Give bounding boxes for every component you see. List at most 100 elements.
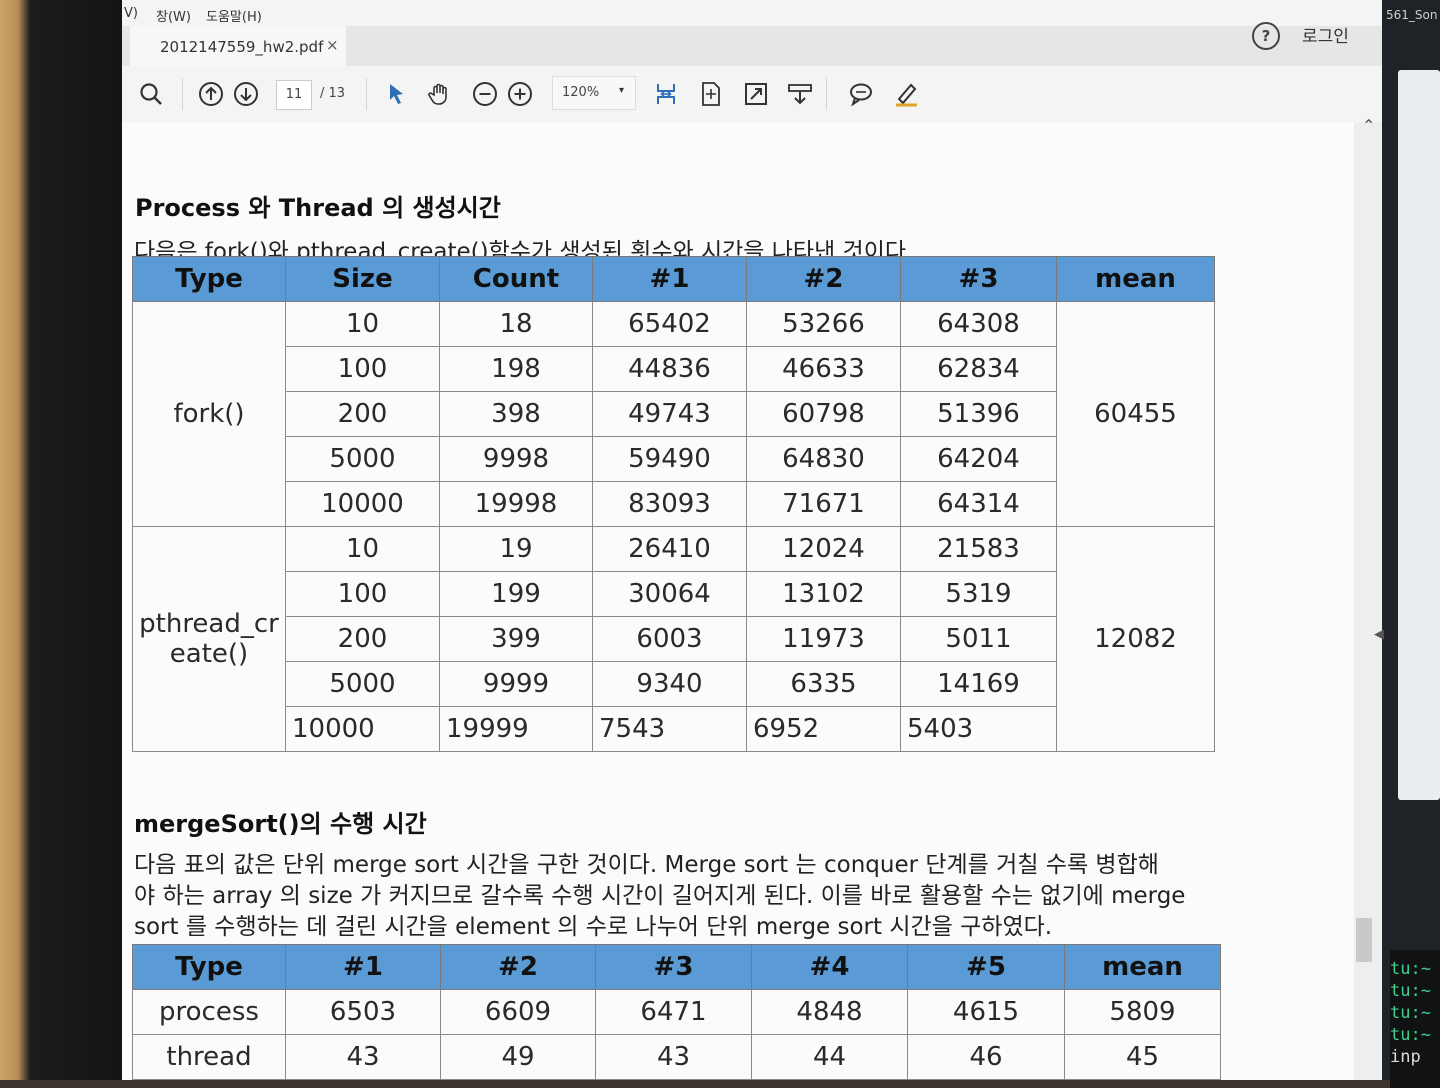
download-icon[interactable] (786, 80, 814, 108)
toolbar-divider (366, 78, 367, 110)
zoom-in-icon[interactable] (506, 80, 534, 108)
chevron-down-icon: ▾ (619, 85, 625, 96)
table-cell: 64308 (900, 301, 1057, 347)
right-side-window: 561_Son tu:~ tu:~ tu:~ tu:~ inp (1382, 0, 1440, 1088)
tab-document[interactable]: 2012147559_hw2.pdf × (130, 26, 346, 66)
table-cell: 46 (907, 1034, 1065, 1080)
menu-view[interactable]: V) (124, 6, 138, 21)
table-cell: 4615 (907, 989, 1065, 1035)
hand-tool-icon[interactable] (426, 80, 454, 108)
pdf-page: Process 와 Thread 의 생성시간 다음은 fork()와 pthr… (122, 122, 1354, 1080)
table-cell: 43 (285, 1034, 441, 1080)
table-row: 10000 19998 83093 71671 64314 (133, 481, 1215, 527)
table-cell: 65402 (592, 301, 747, 347)
tab-filename: 2012147559_hw2.pdf (160, 38, 324, 56)
header-mean: mean (1064, 944, 1221, 990)
toolbar: 11 / 13 120% ▾ (122, 66, 1382, 123)
header-run2: #2 (746, 256, 901, 302)
paragraph-line: 다음 표의 값은 단위 merge sort 시간을 구한 것이다. Merge… (134, 852, 1159, 878)
table-cell: 199 (439, 571, 593, 617)
section-heading-creation-time: Process 와 Thread 의 생성시간 (135, 194, 501, 222)
table-cell: 198 (439, 346, 593, 392)
section-heading-mergesort: mergeSort()의 수행 시간 (134, 810, 427, 838)
zoom-value: 120% (562, 85, 600, 100)
mergesort-time-table: Type #1 #2 #3 #4 #5 mean process 6503 6609… (132, 944, 1221, 1080)
table-cell: 71671 (746, 481, 901, 527)
collapse-panel-icon[interactable]: ◀ (1374, 627, 1384, 642)
zoom-select[interactable]: 120% ▾ (552, 76, 636, 110)
table-cell: 399 (439, 616, 593, 662)
table-cell: 26410 (592, 526, 747, 572)
table-row: 5000 9998 59490 64830 64204 (133, 436, 1215, 482)
comment-icon[interactable] (847, 80, 875, 108)
zoom-out-icon[interactable] (471, 80, 499, 108)
header-run1: #1 (592, 256, 747, 302)
table-cell: 200 (285, 391, 440, 437)
table-cell: 45 (1064, 1034, 1221, 1080)
search-icon[interactable] (137, 80, 165, 108)
paragraph-line: sort 를 수행하는 데 걸린 시간을 element 의 수로 나누어 단위… (134, 914, 1053, 940)
table-row: 200 398 49743 60798 51396 (133, 391, 1215, 437)
highlighter-icon[interactable] (892, 80, 920, 108)
toolbar-divider (826, 78, 827, 110)
help-icon[interactable]: ? (1252, 22, 1280, 50)
table-row: 100 198 44836 46633 62834 (133, 346, 1215, 392)
table-cell: 49 (440, 1034, 596, 1080)
document-viewport[interactable]: Process 와 Thread 의 생성시간 다음은 fork()와 pthr… (122, 116, 1384, 1080)
page-number-input[interactable]: 11 (276, 80, 312, 110)
table-cell: 6503 (285, 989, 441, 1035)
table-cell: 6952 (746, 706, 901, 752)
select-cursor-icon[interactable] (382, 80, 410, 108)
table-cell: 7543 (592, 706, 747, 752)
table-cell: 4848 (751, 989, 908, 1035)
table-header-row: Type Size Count #1 #2 #3 mean (132, 256, 1215, 302)
header-run2: #2 (440, 944, 596, 990)
table-cell: 398 (439, 391, 593, 437)
header-run5: #5 (907, 944, 1065, 990)
table-cell: 10000 (285, 481, 440, 527)
table-cell: 59490 (592, 436, 747, 482)
scroll-up-icon[interactable]: ⌃ (1362, 116, 1376, 135)
header-run1: #1 (285, 944, 441, 990)
table-cell: 18 (439, 301, 593, 347)
menu-bar: V) 창(W) 도움말(H) (122, 0, 1382, 26)
terminal-input[interactable]: inp (1390, 1047, 1421, 1067)
menu-help[interactable]: 도움말(H) (206, 10, 262, 25)
next-page-icon[interactable] (232, 80, 260, 108)
previous-page-icon[interactable] (197, 80, 225, 108)
terminal-line: tu:~ (1390, 1025, 1431, 1045)
tab-close-icon[interactable]: × (326, 36, 339, 54)
table-row: 10000 19999 7543 6952 5403 (133, 706, 1215, 752)
table-cell: 5011 (900, 616, 1057, 662)
table-cell: 30064 (592, 571, 747, 617)
table-cell: 19998 (439, 481, 593, 527)
page-total: / 13 (320, 86, 346, 101)
table-cell: 46633 (746, 346, 901, 392)
creation-time-table: Type Size Count #1 #2 #3 mean fork() 10 18… (132, 256, 1215, 752)
fit-page-icon[interactable] (697, 80, 725, 108)
table-cell: 5000 (285, 436, 440, 482)
table-cell: 19999 (439, 706, 593, 752)
menu-window[interactable]: 창(W) (156, 10, 191, 25)
mean-cell: 60455 (1056, 301, 1215, 527)
table-cell: 5809 (1064, 989, 1221, 1035)
header-size: Size (285, 256, 440, 302)
header-run3: #3 (900, 256, 1057, 302)
table-cell: 100 (285, 346, 440, 392)
table-cell: 44836 (592, 346, 747, 392)
login-button[interactable]: 로그인 (1302, 27, 1349, 47)
table-cell: 64314 (900, 481, 1057, 527)
scrollbar-thumb[interactable] (1356, 918, 1372, 962)
mean-cell: 12082 (1056, 526, 1215, 752)
right-window-title: 561_Son (1386, 8, 1438, 22)
fullscreen-icon[interactable] (742, 80, 770, 108)
section-paragraph-mergesort: 다음 표의 값은 단위 merge sort 시간을 구한 것이다. Merge… (134, 850, 1234, 943)
table-cell: 21583 (900, 526, 1057, 572)
terminal-panel[interactable]: tu:~ tu:~ tu:~ tu:~ inp (1390, 950, 1440, 1088)
fit-width-icon[interactable] (652, 80, 680, 108)
vertical-scrollbar[interactable]: ⌃ ◀ (1354, 116, 1384, 1080)
header-run4: #4 (751, 944, 908, 990)
table-cell: 5319 (900, 571, 1057, 617)
header-mean: mean (1056, 256, 1215, 302)
table-cell: 5403 (900, 706, 1057, 752)
